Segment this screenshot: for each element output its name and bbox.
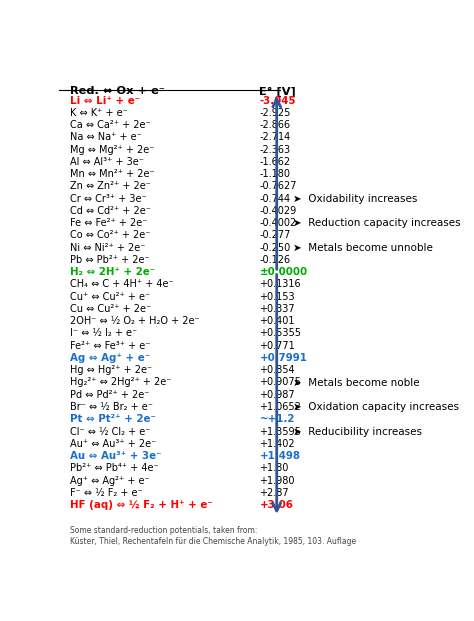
Text: Hg ⇔ Hg²⁺ + 2e⁻: Hg ⇔ Hg²⁺ + 2e⁻ [70, 365, 153, 375]
Text: +0.7991: +0.7991 [259, 353, 308, 363]
Text: ➤  Reduction capacity increases: ➤ Reduction capacity increases [292, 218, 460, 228]
Text: H₂ ⇔ 2H⁺ + 2e⁻: H₂ ⇔ 2H⁺ + 2e⁻ [70, 267, 155, 277]
Text: Fe²⁺ ⇔ Fe³⁺ + e⁻: Fe²⁺ ⇔ Fe³⁺ + e⁻ [70, 341, 151, 351]
Text: HF (aq) ⇔ ½ F₂ + H⁺ + e⁻: HF (aq) ⇔ ½ F₂ + H⁺ + e⁻ [70, 500, 213, 510]
Text: ➤  Metals become noble: ➤ Metals become noble [292, 378, 419, 388]
Text: -2.925: -2.925 [259, 108, 291, 118]
Text: Cu ⇔ Cu²⁺ + 2e⁻: Cu ⇔ Cu²⁺ + 2e⁻ [70, 304, 151, 314]
Text: ➤  Reducibility increases: ➤ Reducibility increases [292, 427, 421, 437]
Text: +0.5355: +0.5355 [259, 329, 301, 338]
Text: -2.714: -2.714 [259, 132, 291, 142]
Text: ~+1.2: ~+1.2 [259, 414, 295, 424]
Text: Ag ⇔ Ag⁺ + e⁻: Ag ⇔ Ag⁺ + e⁻ [70, 353, 150, 363]
Text: Pt ⇔ Pt²⁺ + 2e⁻: Pt ⇔ Pt²⁺ + 2e⁻ [70, 414, 156, 424]
Text: Cd ⇔ Cd²⁺ + 2e⁻: Cd ⇔ Cd²⁺ + 2e⁻ [70, 206, 151, 216]
Text: +0.337: +0.337 [259, 304, 295, 314]
Text: Ni ⇔ Ni²⁺ + 2e⁻: Ni ⇔ Ni²⁺ + 2e⁻ [70, 243, 146, 253]
Text: +0.1316: +0.1316 [259, 279, 301, 289]
Text: -2.363: -2.363 [259, 145, 291, 155]
Text: ±0.0000: ±0.0000 [259, 267, 308, 277]
Text: -0.250: -0.250 [259, 243, 291, 253]
Text: -0.7627: -0.7627 [259, 181, 297, 191]
Text: -2.866: -2.866 [259, 120, 291, 130]
Text: +1.80: +1.80 [259, 463, 289, 473]
Text: Fe ⇔ Fe²⁺ + 2e⁻: Fe ⇔ Fe²⁺ + 2e⁻ [70, 218, 147, 228]
Text: Pd ⇔ Pd²⁺ + 2e⁻: Pd ⇔ Pd²⁺ + 2e⁻ [70, 390, 150, 400]
Text: -1.180: -1.180 [259, 169, 291, 179]
Text: Li ⇔ Li⁺ + e⁻: Li ⇔ Li⁺ + e⁻ [70, 96, 140, 106]
Text: Pb²⁺ ⇔ Pb⁴⁺ + 4e⁻: Pb²⁺ ⇔ Pb⁴⁺ + 4e⁻ [70, 463, 159, 473]
Text: Some standard-reduction potentials, taken from:: Some standard-reduction potentials, take… [70, 527, 258, 535]
Text: I⁻ ⇔ ½ I₂ + e⁻: I⁻ ⇔ ½ I₂ + e⁻ [70, 329, 137, 338]
Text: Zn ⇔ Zn²⁺ + 2e⁻: Zn ⇔ Zn²⁺ + 2e⁻ [70, 181, 151, 191]
Text: F⁻ ⇔ ½ F₂ + e⁻: F⁻ ⇔ ½ F₂ + e⁻ [70, 488, 143, 498]
Text: Mn ⇔ Mn²⁺ + 2e⁻: Mn ⇔ Mn²⁺ + 2e⁻ [70, 169, 155, 179]
Text: Pb ⇔ Pb²⁺ + 2e⁻: Pb ⇔ Pb²⁺ + 2e⁻ [70, 255, 150, 265]
Text: +1.402: +1.402 [259, 439, 295, 449]
Text: +1.0652: +1.0652 [259, 402, 301, 412]
Text: +1.3595: +1.3595 [259, 427, 301, 437]
Text: +2.87: +2.87 [259, 488, 289, 498]
Text: +0.771: +0.771 [259, 341, 295, 351]
Text: +0.401: +0.401 [259, 316, 295, 326]
Text: CH₄ ⇔ C + 4H⁺ + 4e⁻: CH₄ ⇔ C + 4H⁺ + 4e⁻ [70, 279, 174, 289]
Text: ➤  Metals become unnoble: ➤ Metals become unnoble [292, 243, 432, 253]
Text: Küster, Thiel, Rechentafeln für die Chemische Analytik, 1985, 103. Auflage: Küster, Thiel, Rechentafeln für die Chem… [70, 537, 356, 546]
Text: +1.980: +1.980 [259, 476, 295, 486]
Text: -0.4029: -0.4029 [259, 206, 297, 216]
Text: Mg ⇔ Mg²⁺ + 2e⁻: Mg ⇔ Mg²⁺ + 2e⁻ [70, 145, 155, 155]
Text: Al ⇔ Al³⁺ + 3e⁻: Al ⇔ Al³⁺ + 3e⁻ [70, 157, 144, 167]
Text: ➤  Oxidation capacity increases: ➤ Oxidation capacity increases [292, 402, 458, 412]
Text: -0.126: -0.126 [259, 255, 291, 265]
Text: Ca ⇔ Ca²⁺ + 2e⁻: Ca ⇔ Ca²⁺ + 2e⁻ [70, 120, 151, 130]
Text: Au⁺ ⇔ Au³⁺ + 2e⁻: Au⁺ ⇔ Au³⁺ + 2e⁻ [70, 439, 156, 449]
Text: Na ⇔ Na⁺ + e⁻: Na ⇔ Na⁺ + e⁻ [70, 132, 142, 142]
Text: +0.9075: +0.9075 [259, 378, 301, 388]
Text: +1.498: +1.498 [259, 451, 301, 461]
Text: -0.4002: -0.4002 [259, 218, 297, 228]
Text: -1.662: -1.662 [259, 157, 291, 167]
Text: Co ⇔ Co²⁺ + 2e⁻: Co ⇔ Co²⁺ + 2e⁻ [70, 230, 151, 240]
Text: Br⁻ ⇔ ½ Br₂ + e⁻: Br⁻ ⇔ ½ Br₂ + e⁻ [70, 402, 153, 412]
Text: E° [V]: E° [V] [259, 86, 296, 97]
Text: +0.153: +0.153 [259, 292, 295, 302]
Text: -0.277: -0.277 [259, 230, 291, 240]
Text: +0.854: +0.854 [259, 365, 295, 375]
Text: K ⇔ K⁺ + e⁻: K ⇔ K⁺ + e⁻ [70, 108, 128, 118]
Text: ➤  Oxidability increases: ➤ Oxidability increases [292, 194, 417, 204]
Text: +0.987: +0.987 [259, 390, 295, 400]
Text: +3.06: +3.06 [259, 500, 293, 510]
Text: Red. ⇔ Ox + e⁻: Red. ⇔ Ox + e⁻ [70, 86, 165, 96]
Text: -3.045: -3.045 [259, 96, 296, 106]
Text: Cu⁺ ⇔ Cu²⁺ + e⁻: Cu⁺ ⇔ Cu²⁺ + e⁻ [70, 292, 150, 302]
Text: Cl⁻ ⇔ ½ Cl₂ + e⁻: Cl⁻ ⇔ ½ Cl₂ + e⁻ [70, 427, 151, 437]
Text: Hg₂²⁺ ⇔ 2Hg²⁺ + 2e⁻: Hg₂²⁺ ⇔ 2Hg²⁺ + 2e⁻ [70, 378, 172, 388]
Text: Au ⇔ Au³⁺ + 3e⁻: Au ⇔ Au³⁺ + 3e⁻ [70, 451, 162, 461]
Text: Ag⁺ ⇔ Ag²⁺ + e⁻: Ag⁺ ⇔ Ag²⁺ + e⁻ [70, 476, 150, 486]
Text: Cr ⇔ Cr³⁺ + 3e⁻: Cr ⇔ Cr³⁺ + 3e⁻ [70, 194, 147, 204]
Text: -0.744: -0.744 [259, 194, 291, 204]
Text: 2OH⁻ ⇔ ½ O₂ + H₂O + 2e⁻: 2OH⁻ ⇔ ½ O₂ + H₂O + 2e⁻ [70, 316, 200, 326]
